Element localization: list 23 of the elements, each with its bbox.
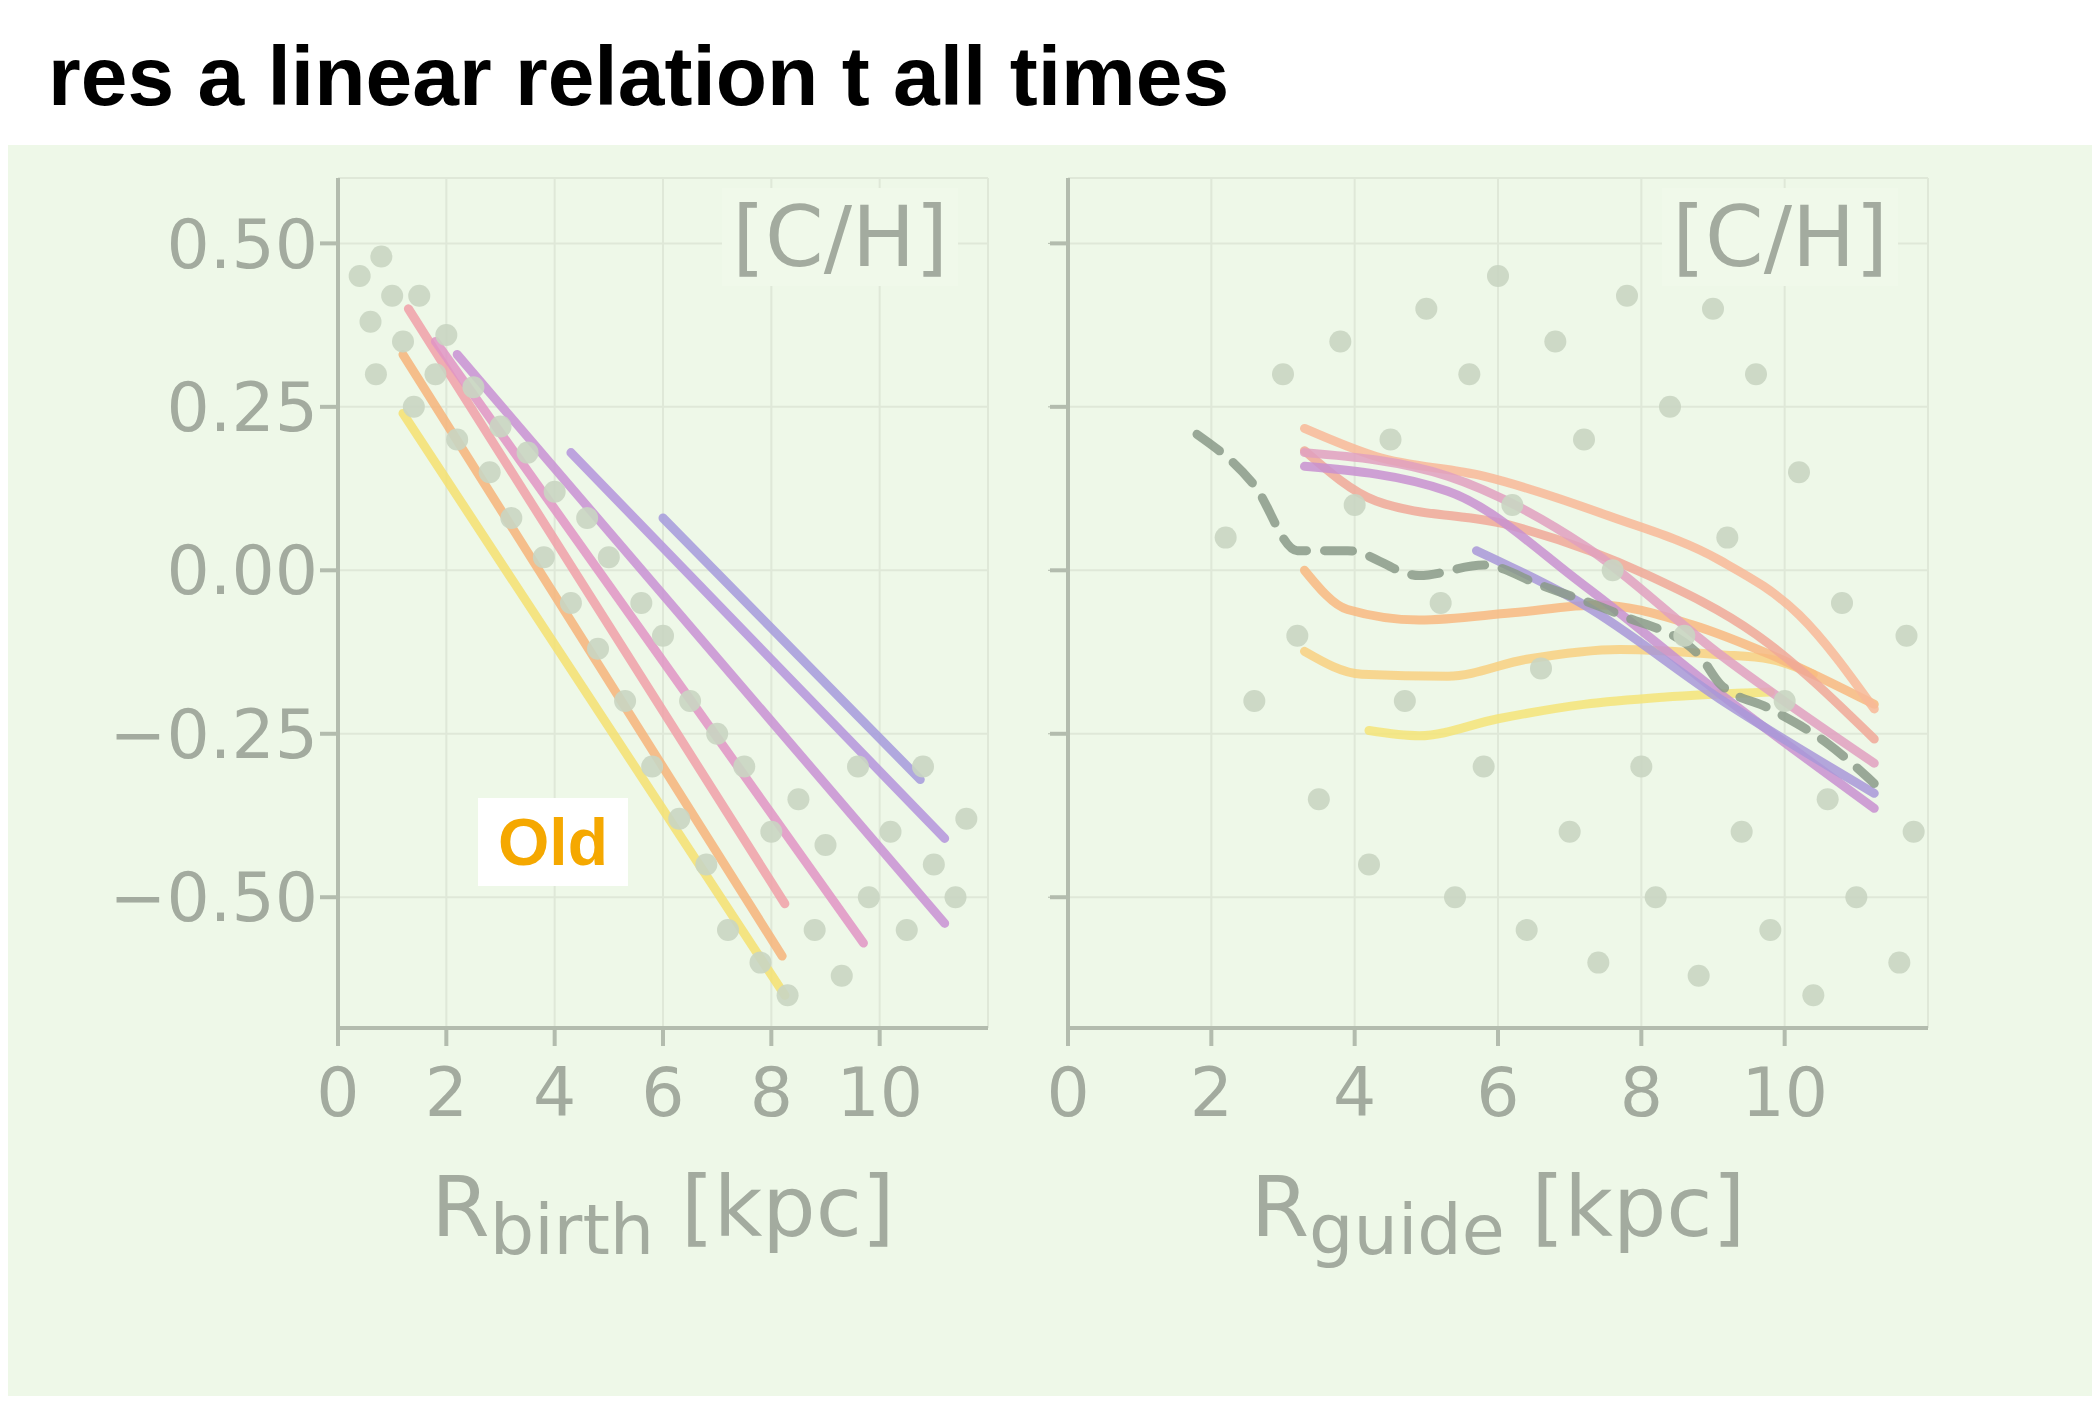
annotation: [C/H] (1662, 188, 1898, 286)
x-tick-label: 2 (1189, 1053, 1233, 1133)
x-tick-label: 0 (316, 1053, 360, 1133)
x-tick-label: 4 (1333, 1053, 1377, 1133)
x-tick-label: 6 (641, 1053, 685, 1133)
x-tick-label: 10 (1741, 1053, 1828, 1133)
x-axis-title: R$_{guide}$ [kpc] (1249, 1158, 1747, 1271)
x-tick-label: 0 (1046, 1053, 1090, 1133)
y-tick-label: −0.50 (109, 858, 318, 938)
annotation: [C/H] (722, 188, 958, 286)
x-tick-label: 8 (1619, 1053, 1663, 1133)
y-tick-label: 0.50 (166, 204, 318, 284)
y-tick-label: 0.00 (166, 531, 318, 611)
y-tick-label: −0.25 (109, 694, 318, 774)
annotation: Old (478, 798, 628, 886)
x-tick-label: 4 (533, 1053, 577, 1133)
y-tick-label: 0.25 (166, 367, 318, 447)
x-tick-label: 10 (836, 1053, 923, 1133)
x-axis-title: R$_{birth}$ [kpc] (430, 1158, 896, 1271)
x-tick-label: 8 (749, 1053, 793, 1133)
chart-title: res a linear relation t all times (8, 8, 2092, 145)
x-tick-label: 2 (424, 1053, 468, 1133)
x-tick-label: 6 (1476, 1053, 1520, 1133)
